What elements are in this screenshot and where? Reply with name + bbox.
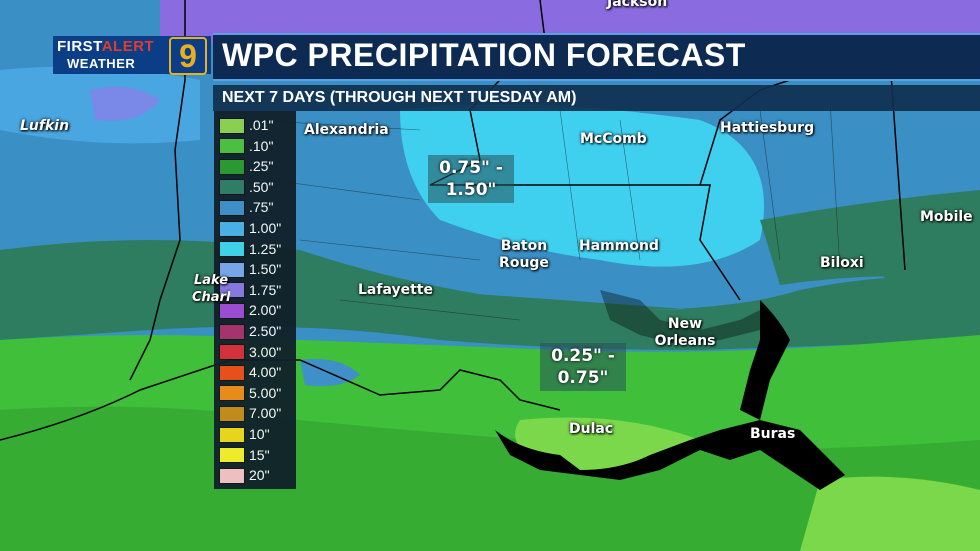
legend-row: 5.00" (219, 385, 281, 402)
legend-label: .75" (249, 199, 274, 216)
legend-swatch (219, 261, 245, 278)
city-buras: Buras (750, 426, 796, 442)
legend-row: .50" (219, 179, 273, 196)
callout-north-line2: 1.50" (445, 180, 497, 200)
city-jackson: Jackson (607, 0, 668, 10)
legend-row: 1.25" (219, 241, 281, 258)
city-alexandria: Alexandria (304, 122, 389, 138)
legend-row: 4.00" (219, 364, 281, 381)
legend-swatch (219, 241, 245, 258)
legend-swatch (219, 385, 245, 402)
city-dulac: Dulac (569, 421, 614, 437)
legend-row: 1.75" (219, 282, 281, 299)
subtitle-bar (213, 85, 980, 111)
legend-label: 1.25" (249, 240, 282, 257)
page-title: WPC PRECIPITATION FORECAST (222, 37, 746, 73)
legend-swatch (219, 302, 245, 319)
legend-row: 3.00" (219, 344, 281, 361)
legend-row: 15" (219, 447, 270, 464)
legend-row: .01" (219, 117, 273, 134)
legend-label: 20" (249, 467, 270, 484)
legend-row: .25" (219, 158, 273, 175)
legend-row: .10" (219, 138, 273, 155)
precipitation-legend: .01" .10" .25" .50" .75" 1.00" 1.25" 1.50" 1.75"… (214, 111, 296, 489)
legend-swatch (219, 282, 245, 299)
legend-swatch (219, 179, 245, 196)
city-biloxi: Biloxi (820, 255, 864, 271)
legend-swatch (219, 117, 245, 134)
title-bar (213, 33, 980, 81)
city-lafayette: Lafayette (358, 282, 433, 298)
legend-label: 10" (249, 426, 270, 442)
city-baton-rouge: Baton Rouge (499, 238, 549, 271)
legend-row: .75" (219, 199, 273, 216)
legend-swatch (219, 467, 245, 484)
callout-south-line2: 0.75" (557, 368, 609, 388)
logo-line-1: FIRSTALERT (57, 38, 155, 55)
legend-label: 7.00" (249, 405, 282, 422)
logo-channel-number: 9 (169, 37, 207, 75)
legend-row: 2.00" (219, 302, 281, 319)
logo-line-2: WEATHER (67, 56, 136, 71)
legend-label: 4.00" (249, 364, 282, 381)
city-lufkin: Lufkin (20, 118, 70, 134)
city-mccomb: McComb (580, 131, 647, 147)
callout-south-line1: 0.25" - (551, 346, 615, 366)
legend-label: 1.50" (249, 261, 282, 278)
legend-label: 15" (249, 446, 270, 463)
legend-swatch (219, 158, 245, 175)
legend-swatch (219, 364, 245, 381)
legend-swatch (219, 138, 245, 155)
callout-north-line1: 0.75" - (439, 158, 503, 178)
city-hattiesburg: Hattiesburg (720, 120, 815, 136)
legend-row: 2.50" (219, 323, 281, 340)
legend-label: 5.00" (249, 384, 282, 401)
legend-swatch (219, 447, 245, 464)
legend-swatch (219, 199, 245, 216)
legend-row: 20" (219, 467, 270, 484)
callout-south-range: 0.25" - 0.75" (540, 343, 626, 391)
legend-label: .50" (249, 178, 274, 195)
callout-north-range: 0.75" - 1.50" (428, 155, 514, 203)
legend-swatch (219, 426, 245, 443)
legend-label: 1.75" (249, 281, 282, 298)
page-subtitle: NEXT 7 DAYS (THROUGH NEXT TUESDAY AM) (222, 89, 577, 106)
legend-row: 10" (219, 426, 270, 443)
station-logo: FIRSTALERT WEATHER 9 (53, 36, 211, 75)
legend-swatch (219, 323, 245, 340)
city-lake-charles: Lake Charles (192, 273, 230, 305)
city-hammond: Hammond (579, 238, 659, 254)
legend-row: 1.00" (219, 220, 281, 237)
legend-label: .10" (249, 137, 274, 154)
legend-swatch (219, 405, 245, 422)
city-mobile: Mobile (920, 209, 973, 225)
legend-row: 7.00" (219, 405, 281, 422)
legend-row: 1.50" (219, 261, 281, 278)
legend-label: 3.00" (249, 343, 282, 360)
legend-label: 2.50" (249, 323, 282, 339)
legend-label: 2.00" (249, 302, 282, 319)
legend-label: .01" (249, 117, 274, 133)
legend-swatch (219, 344, 245, 361)
legend-label: .25" (249, 158, 274, 175)
legend-swatch (219, 220, 245, 237)
city-new-orleans: New Orleans (654, 316, 716, 349)
legend-label: 1.00" (249, 220, 282, 236)
